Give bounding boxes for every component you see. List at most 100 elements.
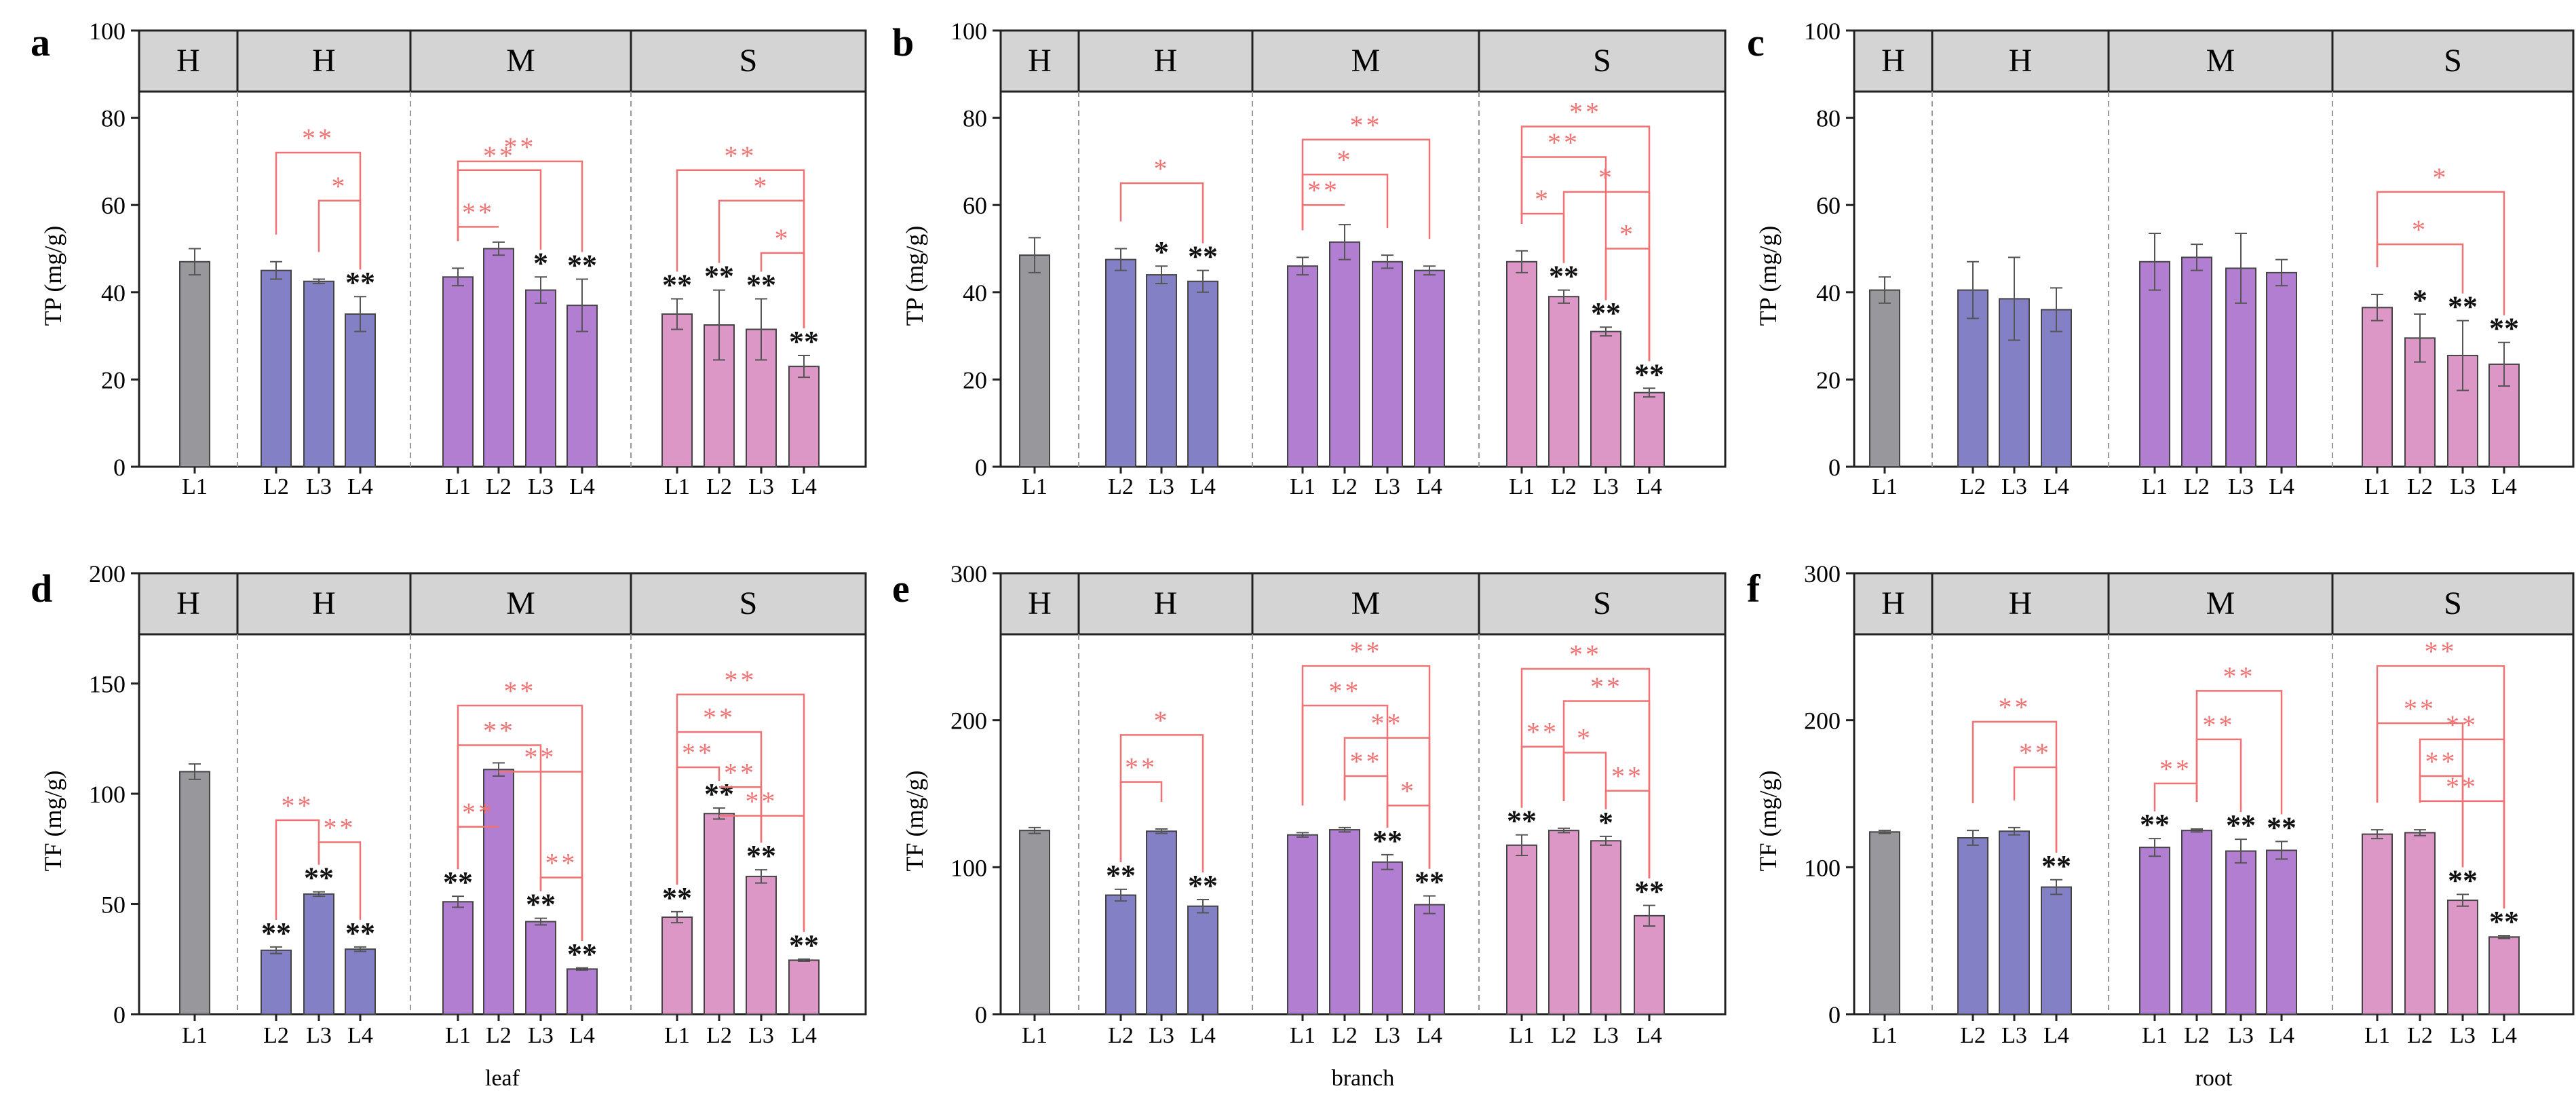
group-header: H [1881,43,1905,79]
bar-m-l2 [1329,829,1360,1016]
y-axis-label: TF (mg/g) [1754,771,1782,872]
y-tick-label: 80 [101,105,126,132]
bar-h-l4 [2041,309,2072,467]
comparison-bracket [676,766,720,885]
bar-s-l1 [661,917,693,1015]
x-tick-label: L2 [263,1023,289,1048]
x-tick-label: L4 [1417,1023,1442,1048]
x-tick-label: L1 [1509,474,1535,499]
bar-m-l4 [1414,269,1445,467]
x-tick-label: L3 [1374,1023,1400,1048]
x-tick-label: L3 [1149,474,1174,499]
comparison-label: ** [1307,175,1340,206]
bar-m-l3 [1372,861,1403,1015]
x-tick-label: L3 [2450,1023,2476,1048]
y-axis-label: TP (mg/g) [1754,226,1782,326]
significance-mark: ** [2489,312,2519,345]
bar-m-l2 [2181,830,2212,1015]
comparison-bracket [1343,737,1431,869]
y-tick-label: 0 [113,1001,126,1028]
x-tick-label: L3 [528,474,554,499]
group-header: S [1593,43,1611,79]
comparison-bracket [719,815,805,932]
comparison-label: ** [2159,754,2192,784]
group-header: M [2206,585,2235,621]
comparison-label: * [754,171,770,201]
x-tick-label: L4 [2043,474,2069,499]
bar-m-l4 [1414,904,1445,1016]
comparison-label: ** [2425,636,2457,667]
x-tick-label: L4 [2043,1023,2069,1048]
significance-mark: * [1598,806,1613,839]
significance-mark: ** [567,249,597,282]
significance-mark: ** [746,839,776,872]
x-tick-label: L3 [748,474,774,499]
comparison-label: * [2433,162,2449,193]
group-header: H [2009,43,2033,79]
y-tick-label: 150 [89,671,126,698]
bar-s-l3 [2447,900,2478,1016]
comparison-bracket [2376,191,2505,315]
x-tick-label: L3 [2228,474,2254,499]
comparison-label: * [332,171,348,201]
x-tick-label: L2 [706,1023,732,1048]
group-header: H [1881,585,1905,621]
y-tick-label: 100 [950,18,987,45]
x-tick-label: L4 [791,474,817,499]
comparison-bracket [1520,212,1565,263]
x-tick-label: L1 [664,474,690,499]
y-axis-label: TF (mg/g) [901,771,928,872]
significance-mark: ** [704,777,734,811]
bar-m-l1 [442,276,474,467]
significance-mark: ** [704,260,734,293]
significance-mark: ** [1634,875,1664,908]
y-tick-label: 100 [1804,18,1841,45]
comparison-label: ** [1569,639,1602,670]
significance-mark: ** [2489,905,2519,938]
comparison-label: ** [2203,710,2235,740]
group-header: H [1154,585,1178,621]
significance-mark: ** [345,266,375,299]
group-header: H [176,43,200,79]
group-header: H [1028,585,1052,621]
group-header: H [1028,43,1052,79]
comparison-label: ** [483,140,516,171]
y-tick-label: 40 [1816,280,1841,307]
x-tick-label: L1 [2142,1023,2168,1048]
comparison-bracket [1301,704,1389,828]
header-band [999,29,1727,93]
significance-mark: ** [304,862,334,895]
comparison-bracket [1562,752,1607,809]
x-tick-label: L3 [2450,474,2476,499]
comparison-bracket [457,744,542,891]
significance-mark: ** [567,938,597,971]
comparison-bracket [539,876,583,941]
comparison-label: ** [483,716,516,746]
group-header: S [1593,585,1611,621]
comparison-label: ** [1590,672,1623,702]
x-tick-label: L3 [2228,1023,2254,1048]
bar-m-l1 [2139,847,2170,1016]
x-tick-label: L4 [1190,474,1216,499]
bar-m-l4 [2266,849,2297,1015]
x-tick-label: L3 [1593,1023,1619,1048]
significance-mark: ** [1188,240,1218,273]
group-header: S [2444,43,2462,79]
bar-h-l4 [2041,886,2072,1016]
x-tick-label: L2 [486,1023,512,1048]
bar-s-l1 [2362,307,2393,467]
bar-s-l1 [1506,261,1537,467]
comparison-bracket [1604,248,1651,362]
x-tick-label: L1 [182,1023,208,1048]
x-tick-label: L4 [2491,1023,2517,1048]
x-tick-label: L3 [1593,474,1619,499]
comparison-label: * [1535,184,1551,214]
bar-m-l2 [2181,256,2212,467]
significance-mark: ** [746,268,776,301]
bar-s-l4 [1634,391,1665,467]
y-tick-label: 100 [950,854,987,881]
comparison-bracket [1119,182,1204,244]
x-tick-label: L2 [1332,474,1358,499]
x-tick-label: L1 [664,1023,690,1048]
